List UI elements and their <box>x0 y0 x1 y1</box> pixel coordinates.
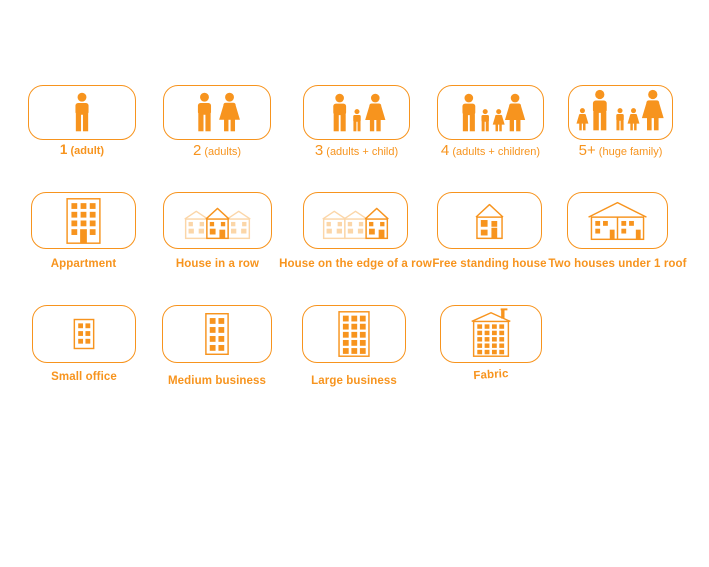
label-number: 5+ <box>578 142 596 159</box>
option-label: 4 (adults + children) <box>441 142 540 159</box>
option-label: Medium business <box>168 375 266 387</box>
two-houses-under-one-roof-icon <box>568 193 667 248</box>
large-business-building-icon <box>303 306 405 362</box>
option-free-standing-house[interactable] <box>437 192 542 249</box>
option-house-in-a-row[interactable] <box>163 192 272 249</box>
house-edge-of-row-icon <box>304 193 407 248</box>
option-medium-business-building[interactable] <box>162 305 272 363</box>
option-label: Fabric <box>473 367 509 383</box>
house-in-a-row-icon <box>164 193 271 248</box>
option-label: 5+ (huge family) <box>579 142 663 159</box>
option-label: 2 (adults) <box>193 142 241 159</box>
label-number: 1 <box>59 142 68 157</box>
factory-building-icon <box>441 306 541 362</box>
option-family-5-huge-family[interactable] <box>568 85 673 140</box>
label-number: 3 <box>314 142 324 159</box>
option-label: 1 (adult) <box>60 142 104 157</box>
label-text: (adults + children) <box>452 146 541 158</box>
option-two-houses-under-one-roof[interactable] <box>567 192 668 249</box>
label-text: (adults) <box>204 146 242 158</box>
option-family-1-adult[interactable] <box>28 85 136 140</box>
family-3-adults-child-icon <box>304 86 409 139</box>
option-label: Small office <box>51 371 117 383</box>
option-label: Large business <box>311 375 397 387</box>
option-label: Appartment <box>50 258 117 270</box>
family-1-adult-icon <box>29 86 135 139</box>
option-small-office-building[interactable] <box>32 305 136 363</box>
medium-business-building-icon <box>163 306 271 362</box>
option-family-3-adults-child[interactable] <box>303 85 410 140</box>
small-office-building-icon <box>33 306 135 362</box>
label-number: 4 <box>440 142 450 159</box>
apartment-building-icon <box>32 193 135 248</box>
option-label: 3 (adults + child) <box>315 142 398 159</box>
option-label: House in a row <box>175 258 260 270</box>
option-family-2-adults[interactable] <box>163 85 271 140</box>
option-label: Two houses under 1 roof <box>548 258 687 270</box>
option-label: House on the edge of a row <box>279 258 432 270</box>
option-apartment-building[interactable] <box>31 192 136 249</box>
option-factory-building[interactable] <box>440 305 542 363</box>
label-number: 2 <box>192 142 202 159</box>
label-text: (adult) <box>70 145 105 157</box>
family-5-huge-family-icon <box>569 86 672 139</box>
family-4-adults-children-icon <box>438 86 543 139</box>
label-text: (adults + child) <box>326 146 399 158</box>
option-house-edge-of-row[interactable] <box>303 192 408 249</box>
option-label: Free standing house <box>432 258 547 270</box>
option-large-business-building[interactable] <box>302 305 406 363</box>
family-2-adults-icon <box>164 86 270 139</box>
label-text: (huge family) <box>598 146 663 158</box>
option-family-4-adults-children[interactable] <box>437 85 544 140</box>
free-standing-house-icon <box>438 193 541 248</box>
